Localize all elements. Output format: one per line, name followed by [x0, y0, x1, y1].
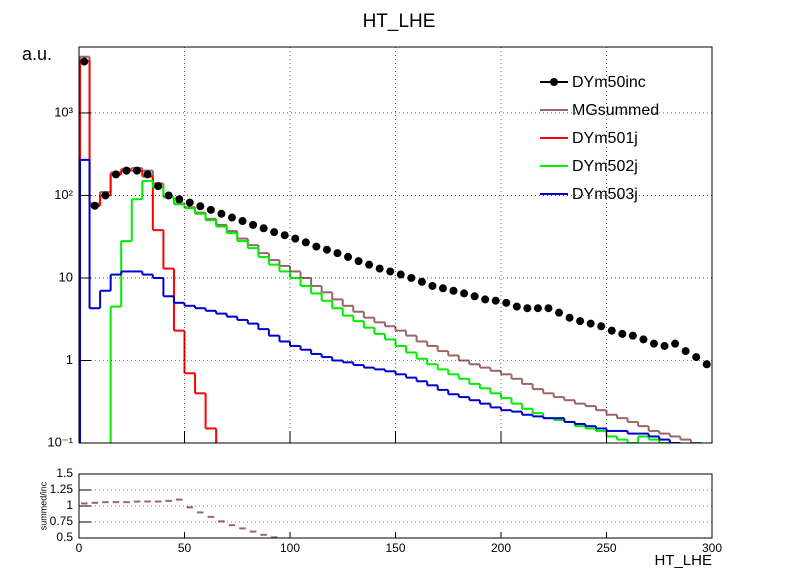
- x-tick-label: 150: [385, 541, 405, 555]
- data-point: [164, 191, 173, 200]
- data-point: [259, 224, 268, 233]
- main-plot: [79, 55, 711, 443]
- x-tick-label: 0: [76, 541, 83, 555]
- data-point: [681, 347, 690, 356]
- y-tick-label: 0.75: [50, 514, 74, 528]
- data-point: [702, 360, 711, 369]
- data-point: [375, 264, 384, 273]
- ratio-frame: [78, 473, 713, 539]
- data-point: [333, 249, 342, 258]
- axes: 10⁻¹11010²10³DYm50incMGsummedDYm501jDYm5…: [47, 47, 722, 555]
- y-tick-label: 1: [66, 352, 73, 367]
- data-point: [143, 170, 152, 179]
- data-point: [249, 220, 258, 229]
- data-point: [649, 339, 658, 348]
- data-point: [312, 242, 321, 251]
- y-tick-label: 10: [59, 269, 73, 284]
- data-point: [238, 217, 247, 226]
- x-tick-label: 200: [491, 541, 511, 555]
- data-point: [417, 277, 426, 286]
- data-point: [544, 304, 553, 313]
- data-point: [175, 195, 184, 204]
- data-point: [449, 286, 458, 295]
- ratio-y-axis-label: summed/inc: [38, 481, 48, 530]
- data-point: [618, 329, 627, 338]
- data-point: [576, 317, 585, 326]
- legend-label: DYm502j: [572, 158, 638, 175]
- data-point: [196, 202, 205, 211]
- ratio-plot: [81, 498, 278, 538]
- x-tick-label: 100: [280, 541, 300, 555]
- legend-marker: [550, 78, 558, 86]
- data-point: [122, 166, 131, 175]
- x-tick-label: 250: [596, 541, 616, 555]
- data-point: [639, 335, 648, 344]
- y-tick-label: 10³: [54, 104, 73, 119]
- y-tick-label: 1.25: [50, 482, 74, 496]
- y-tick-label: 10⁻¹: [47, 434, 73, 449]
- data-point: [607, 326, 616, 335]
- data-point: [671, 339, 680, 348]
- data-point: [565, 313, 574, 322]
- y-axis-label: a.u.: [22, 44, 52, 64]
- data-point: [555, 308, 564, 317]
- legend-label: MGsummed: [572, 102, 659, 119]
- data-point: [660, 341, 669, 350]
- data-point: [322, 245, 331, 254]
- data-point: [90, 201, 99, 210]
- data-point: [227, 213, 236, 222]
- legend-label: DYm50inc: [572, 74, 646, 91]
- data-point: [111, 170, 120, 179]
- x-axis-label: HT_LHE: [654, 552, 712, 569]
- y-tick-label: 10²: [54, 187, 73, 202]
- data-point: [502, 298, 511, 307]
- data-point: [533, 304, 542, 313]
- data-point: [154, 182, 163, 191]
- data-point: [270, 228, 279, 237]
- data-point: [101, 191, 110, 200]
- data-point: [460, 289, 469, 298]
- data-point: [586, 319, 595, 328]
- data-point: [628, 331, 637, 340]
- data-point: [185, 198, 194, 207]
- legend-label: DYm501j: [572, 130, 638, 147]
- x-tick-label: 300: [702, 541, 722, 555]
- x-tick-label: 50: [178, 541, 192, 555]
- data-point: [133, 166, 142, 175]
- y-tick-label: 0.5: [56, 530, 73, 544]
- data-point: [396, 270, 405, 279]
- data-point: [206, 205, 215, 214]
- data-point: [301, 238, 310, 247]
- data-point: [692, 353, 701, 362]
- data-point: [481, 295, 490, 304]
- data-point: [217, 209, 226, 218]
- data-point: [523, 304, 532, 313]
- data-point: [386, 267, 395, 276]
- data-point: [344, 252, 353, 261]
- data-point: [365, 260, 374, 269]
- main-frame: [78, 46, 713, 444]
- y-tick-label: 1: [66, 498, 73, 512]
- data-point: [438, 284, 447, 293]
- data-point: [597, 322, 606, 331]
- data-point: [428, 281, 437, 290]
- data-point: [470, 292, 479, 301]
- data-point: [291, 234, 300, 243]
- data-point: [512, 302, 521, 311]
- data-point: [354, 257, 363, 266]
- chart-title: HT_LHE: [363, 11, 436, 32]
- data-point: [80, 57, 89, 66]
- data-point: [280, 231, 289, 240]
- data-point: [491, 296, 500, 305]
- y-tick-label: 1.5: [56, 466, 73, 480]
- legend-label: DYm503j: [572, 186, 638, 203]
